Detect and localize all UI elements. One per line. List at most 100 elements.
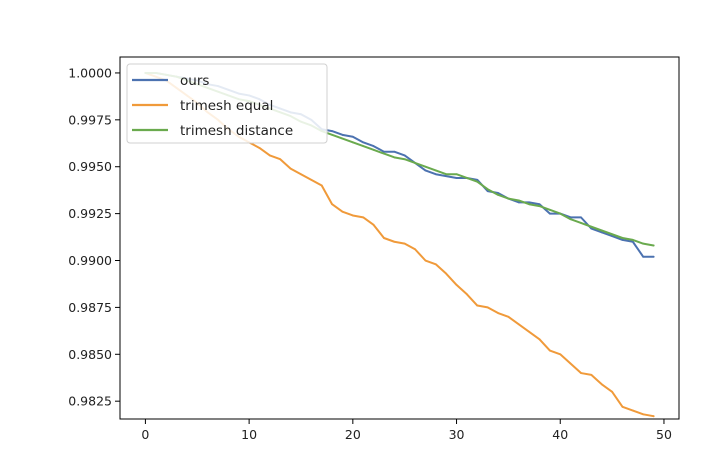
data-point-trimesh-equal	[486, 306, 489, 309]
data-point-trimesh-distance	[351, 141, 354, 144]
data-point-trimesh-equal	[424, 259, 427, 262]
data-point-trimesh-distance	[611, 233, 614, 236]
legend-label: trimesh equal	[180, 98, 273, 114]
x-tick-label: 50	[656, 427, 672, 442]
data-point-ours	[362, 141, 365, 144]
data-point-trimesh-distance	[403, 158, 406, 161]
data-point-trimesh-distance	[642, 242, 645, 245]
data-point-trimesh-equal	[289, 167, 292, 170]
data-point-ours	[486, 190, 489, 193]
data-point-trimesh-equal	[414, 248, 416, 251]
data-point-trimesh-equal	[310, 178, 313, 181]
data-point-trimesh-equal	[341, 210, 344, 213]
data-point-trimesh-distance	[538, 205, 541, 208]
data-point-trimesh-equal	[600, 383, 603, 386]
data-point-trimesh-equal	[559, 353, 562, 356]
data-point-trimesh-distance	[621, 237, 624, 239]
legend-item-trimesh-equal: trimesh equal	[132, 98, 273, 114]
data-point-ours	[642, 255, 645, 258]
data-point-trimesh-equal	[631, 409, 634, 412]
data-point-trimesh-equal	[372, 223, 375, 226]
data-point-trimesh-distance	[434, 169, 437, 172]
data-point-trimesh-distance	[455, 173, 458, 176]
y-tick-label: 0.9925	[68, 206, 112, 221]
data-point-ours	[331, 130, 333, 132]
data-point-trimesh-equal	[507, 315, 510, 318]
legend-label: ours	[180, 73, 209, 89]
data-point-trimesh-distance	[372, 148, 375, 151]
data-point-trimesh-distance	[424, 165, 427, 168]
x-tick-label: 0	[141, 427, 149, 442]
data-point-trimesh-distance	[600, 229, 603, 232]
data-point-trimesh-equal	[445, 272, 448, 275]
data-point-trimesh-equal	[548, 349, 551, 352]
y-tick-label: 0.9875	[68, 300, 112, 315]
data-point-ours	[600, 231, 603, 234]
data-point-ours	[393, 150, 396, 153]
legend-box	[126, 63, 328, 144]
data-point-trimesh-distance	[383, 152, 385, 155]
data-point-trimesh-equal	[621, 405, 624, 408]
data-point-ours	[621, 238, 624, 241]
data-point-trimesh-distance	[517, 199, 520, 202]
data-point-trimesh-equal	[434, 263, 437, 266]
data-point-trimesh-distance	[569, 218, 572, 221]
data-point-trimesh-equal	[393, 240, 396, 243]
data-point-trimesh-equal	[642, 413, 645, 416]
data-point-ours	[528, 201, 531, 204]
data-point-trimesh-distance	[466, 177, 468, 179]
y-tick-label: 1.0000	[68, 65, 112, 80]
data-point-ours	[341, 133, 344, 136]
x-tick-label: 10	[241, 427, 257, 442]
y-axis: 0.9825 0.9850 0.9875 0.9900 0.9925 0.9950 0.99…	[68, 65, 120, 409]
data-point-trimesh-distance	[393, 156, 396, 159]
legend-item-ours: ours	[132, 73, 209, 89]
data-point-ours	[445, 175, 448, 178]
y-tick-label: 0.9975	[68, 112, 112, 127]
data-point-trimesh-distance	[445, 173, 448, 176]
plot-area-frame	[119, 56, 680, 420]
data-point-trimesh-equal	[455, 283, 458, 286]
data-point-ours	[372, 145, 375, 147]
x-tick-label: 20	[345, 427, 361, 442]
data-point-ours	[538, 203, 541, 206]
data-point-ours	[631, 240, 634, 243]
data-point-trimesh-distance	[341, 137, 344, 140]
data-point-trimesh-equal	[590, 374, 593, 376]
data-point-trimesh-equal	[268, 154, 271, 157]
data-point-trimesh-equal	[476, 304, 479, 307]
data-point-trimesh-equal	[497, 312, 499, 314]
data-point-ours	[434, 173, 437, 176]
data-point-ours	[403, 154, 406, 157]
data-point-trimesh-equal	[383, 237, 385, 239]
data-point-trimesh-distance	[580, 222, 582, 224]
data-point-ours	[455, 177, 458, 179]
data-point-trimesh-equal	[279, 158, 282, 161]
data-point-trimesh-distance	[528, 203, 531, 206]
data-point-trimesh-distance	[559, 212, 562, 215]
data-point-ours	[351, 135, 354, 138]
x-tick-label: 40	[552, 427, 568, 442]
y-tick-label: 0.9900	[68, 253, 112, 268]
data-point-trimesh-distance	[652, 244, 655, 247]
x-tick-label: 30	[449, 427, 465, 442]
data-point-trimesh-equal	[538, 338, 541, 341]
data-point-trimesh-distance	[476, 180, 479, 183]
data-point-trimesh-equal	[528, 330, 531, 333]
data-point-trimesh-equal	[517, 323, 520, 326]
data-point-trimesh-distance	[414, 162, 416, 164]
data-point-trimesh-equal	[580, 372, 582, 374]
data-point-ours	[548, 212, 551, 215]
data-point-trimesh-equal	[300, 173, 302, 176]
y-tick-label: 0.9950	[68, 159, 112, 174]
data-point-ours	[611, 235, 614, 238]
x-axis: 0 10 20 30 40 50	[141, 419, 672, 442]
data-point-trimesh-distance	[548, 208, 551, 211]
data-point-ours	[517, 201, 520, 204]
data-point-trimesh-distance	[362, 145, 365, 147]
data-point-trimesh-distance	[486, 188, 489, 191]
data-point-trimesh-equal	[403, 242, 406, 245]
legend-label: trimesh distance	[180, 123, 293, 139]
